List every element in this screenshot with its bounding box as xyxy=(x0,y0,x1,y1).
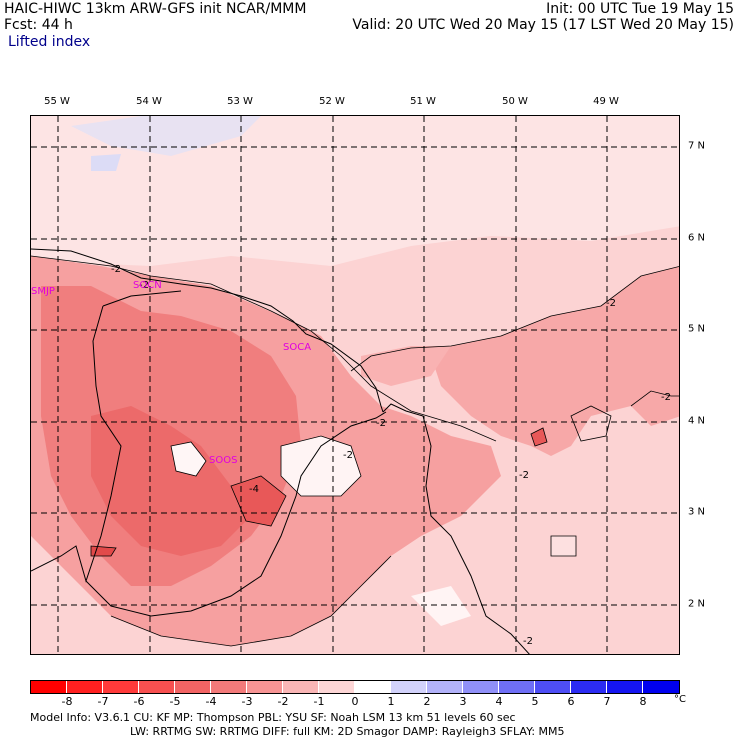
colorbar-label: 1 xyxy=(387,695,395,708)
colorbar-swatch xyxy=(355,680,391,694)
colorbar-swatch xyxy=(319,680,355,694)
lon-label: 54 W xyxy=(136,96,162,107)
station-label-soca: SOCA xyxy=(283,342,311,353)
init-time: Init: 00 UTC Tue 19 May 15 xyxy=(546,1,734,17)
model-info-line2: LW: RRTMG SW: RRTMG DIFF: full KM: 2D Sm… xyxy=(130,725,565,738)
variable-name: Lifted index xyxy=(8,34,91,50)
forecast-hour: Fcst: 44 h xyxy=(4,17,73,33)
lat-label: 7 N xyxy=(688,140,706,152)
colorbar-label: -6 xyxy=(133,695,145,708)
colorbar-swatch xyxy=(247,680,283,694)
colorbar-label: -3 xyxy=(241,695,253,708)
colorbar-swatch xyxy=(103,680,139,694)
field-zone-minus2 xyxy=(431,266,679,456)
station-label-smjp: SMJP xyxy=(31,286,55,297)
field-zone-light xyxy=(551,536,576,556)
colorbar-label: -2 xyxy=(277,695,289,708)
lon-label: 52 W xyxy=(319,96,345,107)
contour-label: -2 xyxy=(606,298,616,309)
colorbar-unit: °C xyxy=(674,694,686,705)
colorbar-swatch xyxy=(30,680,67,694)
colorbar-swatch xyxy=(571,680,607,694)
contour-label: -4 xyxy=(249,484,259,495)
colorbar-swatch xyxy=(391,680,427,694)
colorbar-label: 3 xyxy=(459,695,467,708)
lat-label: 3 N xyxy=(688,506,706,518)
colorbar-label: 0 xyxy=(351,695,359,708)
field-zone-minus2 xyxy=(361,346,451,386)
colorbar-swatch xyxy=(427,680,463,694)
contour-label: -2 xyxy=(523,636,533,647)
colorbar-label: 7 xyxy=(603,695,611,708)
colorbar-label: -1 xyxy=(313,695,325,708)
lon-label: 53 W xyxy=(227,96,253,107)
contour-label: -2 xyxy=(139,280,149,291)
contour-label: -2 xyxy=(519,470,529,481)
field-zone-positive xyxy=(91,154,121,171)
lifted-index-map: -2 -2 -2 -2 -2 -2 -2 -2 -4 SMJP SOCA SOO… xyxy=(30,115,680,655)
station-label-soos: SOOS xyxy=(209,455,237,466)
coastline xyxy=(31,248,530,654)
colorbar-label: 8 xyxy=(639,695,647,708)
valid-time: Valid: 20 UTC Wed 20 May 15 (17 LST Wed … xyxy=(352,17,734,33)
contour-label: -2 xyxy=(111,264,121,275)
station-label-socn: SOCN xyxy=(133,280,162,291)
colorbar-swatch xyxy=(175,680,211,694)
colorbar-label: 4 xyxy=(495,695,503,708)
lat-label: 4 N xyxy=(688,415,706,427)
plot-title: HAIC-HIWC 13km ARW-GFS init NCAR/MMM xyxy=(4,1,307,17)
contour-label: -2 xyxy=(661,392,671,403)
colorbar-swatch xyxy=(535,680,571,694)
colorbar-label: -7 xyxy=(97,695,109,708)
colorbar-swatch xyxy=(499,680,535,694)
colorbar-label: -8 xyxy=(61,695,73,708)
lon-label: 55 W xyxy=(44,96,70,107)
colorbar-label: 6 xyxy=(567,695,575,708)
colorbar-swatch xyxy=(139,680,175,694)
colorbar-swatch xyxy=(463,680,499,694)
colorbar-swatch xyxy=(607,680,643,694)
lon-label: 50 W xyxy=(502,96,528,107)
field-zone-minus4 xyxy=(91,406,251,556)
lat-label: 2 N xyxy=(688,598,706,610)
contour-label: -2 xyxy=(343,450,353,461)
lat-label: 5 N xyxy=(688,323,706,335)
latlon-grid xyxy=(31,116,679,654)
field-zone-positive xyxy=(71,116,261,156)
field-zone-minus4 xyxy=(531,428,547,446)
colorbar-label: 2 xyxy=(423,695,431,708)
contour-label: -2 xyxy=(376,418,386,429)
field-zone-light xyxy=(31,116,679,266)
colorbar-label: -5 xyxy=(169,695,181,708)
field-zone-zero xyxy=(411,586,471,626)
lon-label: 51 W xyxy=(410,96,436,107)
map-canvas: -2 -2 -2 -2 -2 -2 -2 -2 -4 SMJP SOCA SOO… xyxy=(31,116,679,654)
colorbar-label: -4 xyxy=(205,695,217,708)
colorbar-swatch xyxy=(283,680,319,694)
lat-label: 6 N xyxy=(688,232,706,244)
colorbar-swatch xyxy=(67,680,103,694)
colorbar-swatch xyxy=(211,680,247,694)
colorbar-label: 5 xyxy=(531,695,539,708)
lon-label: 49 W xyxy=(593,96,619,107)
field-zone-zero xyxy=(281,436,361,496)
model-info-line1: Model Info: V3.6.1 CU: KF MP: Thompson P… xyxy=(30,711,516,724)
contour-lines xyxy=(31,255,679,647)
colorbar-frame xyxy=(30,680,680,694)
